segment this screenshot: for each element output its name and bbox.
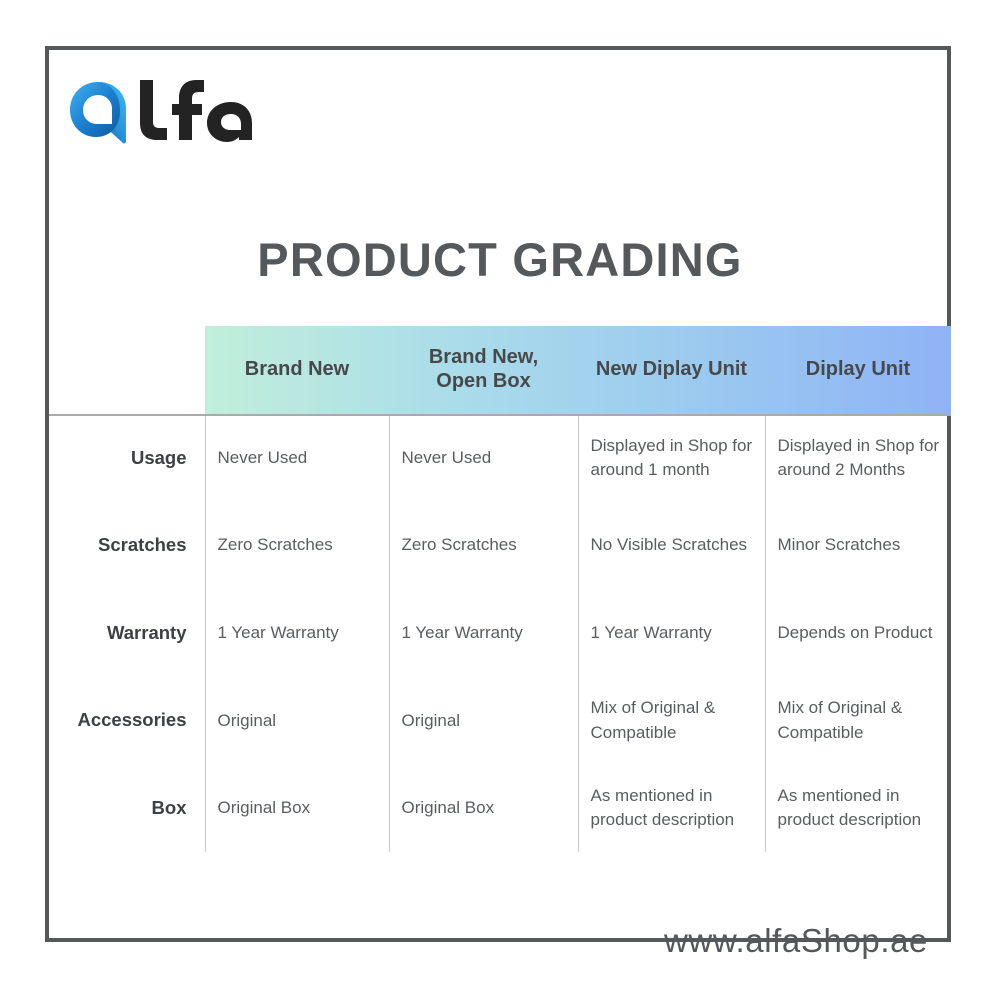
alfa-logo — [68, 78, 268, 150]
cell-usage-brand-new-open-box: Never Used — [388, 414, 578, 502]
alfa-logo-svg — [70, 80, 252, 144]
cell-box-new-display-unit: As mentioned in product description — [577, 764, 765, 852]
column-header-display-unit: Diplay Unit — [805, 358, 911, 381]
logo-letter-a — [207, 102, 252, 142]
table-header: Brand New Brand New, Open Box New Diplay … — [49, 326, 951, 414]
logo-letter-f — [172, 80, 204, 140]
header-blank-corner — [49, 326, 205, 414]
row-label-scratches: Scratches — [98, 534, 187, 556]
alfa-a-mark-icon — [70, 82, 126, 144]
table-row: Scratches Zero Scratches Zero Scratches … — [49, 501, 951, 590]
cell-usage-display-unit: Displayed in Shop for around 2 Months — [764, 414, 951, 502]
cell-usage-brand-new: Never Used — [204, 414, 389, 502]
product-grading-table: Brand New Brand New, Open Box New Diplay … — [49, 326, 951, 852]
cell-box-display-unit: As mentioned in product description — [764, 764, 951, 852]
header-divider-rule — [49, 414, 951, 416]
cell-accessories-new-display-unit: Mix of Original & Compatible — [577, 676, 765, 765]
table-row: Warranty 1 Year Warranty 1 Year Warranty… — [49, 589, 951, 677]
logo-letter-l — [140, 80, 167, 140]
row-label-usage: Usage — [130, 446, 187, 468]
row-label-warranty: Warranty — [106, 621, 187, 643]
cell-box-brand-new-open-box: Original Box — [388, 764, 578, 852]
cell-usage-new-display-unit: Displayed in Shop for around 1 month — [577, 414, 765, 502]
page-title: PRODUCT GRADING — [257, 233, 743, 286]
table-row: Usage Never Used Never Used Displayed in… — [49, 414, 951, 502]
table-body: Usage Never Used Never Used Displayed in… — [49, 414, 951, 852]
cell-scratches-display-unit: Minor Scratches — [764, 501, 951, 590]
row-label-accessories: Accessories — [77, 709, 187, 731]
cell-warranty-brand-new-open-box: 1 Year Warranty — [388, 589, 578, 677]
row-label-box: Box — [151, 797, 187, 819]
cell-scratches-new-display-unit: No Visible Scratches — [577, 501, 765, 590]
cell-accessories-brand-new-open-box: Original — [388, 676, 578, 765]
cell-warranty-new-display-unit: 1 Year Warranty — [577, 589, 765, 677]
table-row: Accessories Original Original Mix of Ori… — [49, 676, 951, 765]
cell-accessories-display-unit: Mix of Original & Compatible — [764, 676, 951, 765]
column-header-new-display-unit: New Diplay Unit — [595, 358, 748, 381]
product-grading-table-wrapper: Brand New Brand New, Open Box New Diplay … — [49, 326, 951, 852]
column-header-brand-new: Brand New — [244, 358, 350, 381]
table-header-row: Brand New Brand New, Open Box New Diplay … — [49, 326, 951, 414]
cell-box-brand-new: Original Box — [204, 764, 389, 852]
cell-warranty-brand-new: 1 Year Warranty — [204, 589, 389, 677]
cell-scratches-brand-new: Zero Scratches — [204, 501, 389, 590]
table-row: Box Original Box Original Box As mention… — [49, 764, 951, 852]
website-url[interactable]: www.alfaShop.ae — [664, 922, 928, 959]
column-header-brand-new-open-box: Brand New, Open Box — [428, 346, 539, 392]
cell-accessories-brand-new: Original — [204, 676, 389, 765]
cell-warranty-display-unit: Depends on Product — [764, 589, 951, 677]
cell-scratches-brand-new-open-box: Zero Scratches — [388, 501, 578, 590]
